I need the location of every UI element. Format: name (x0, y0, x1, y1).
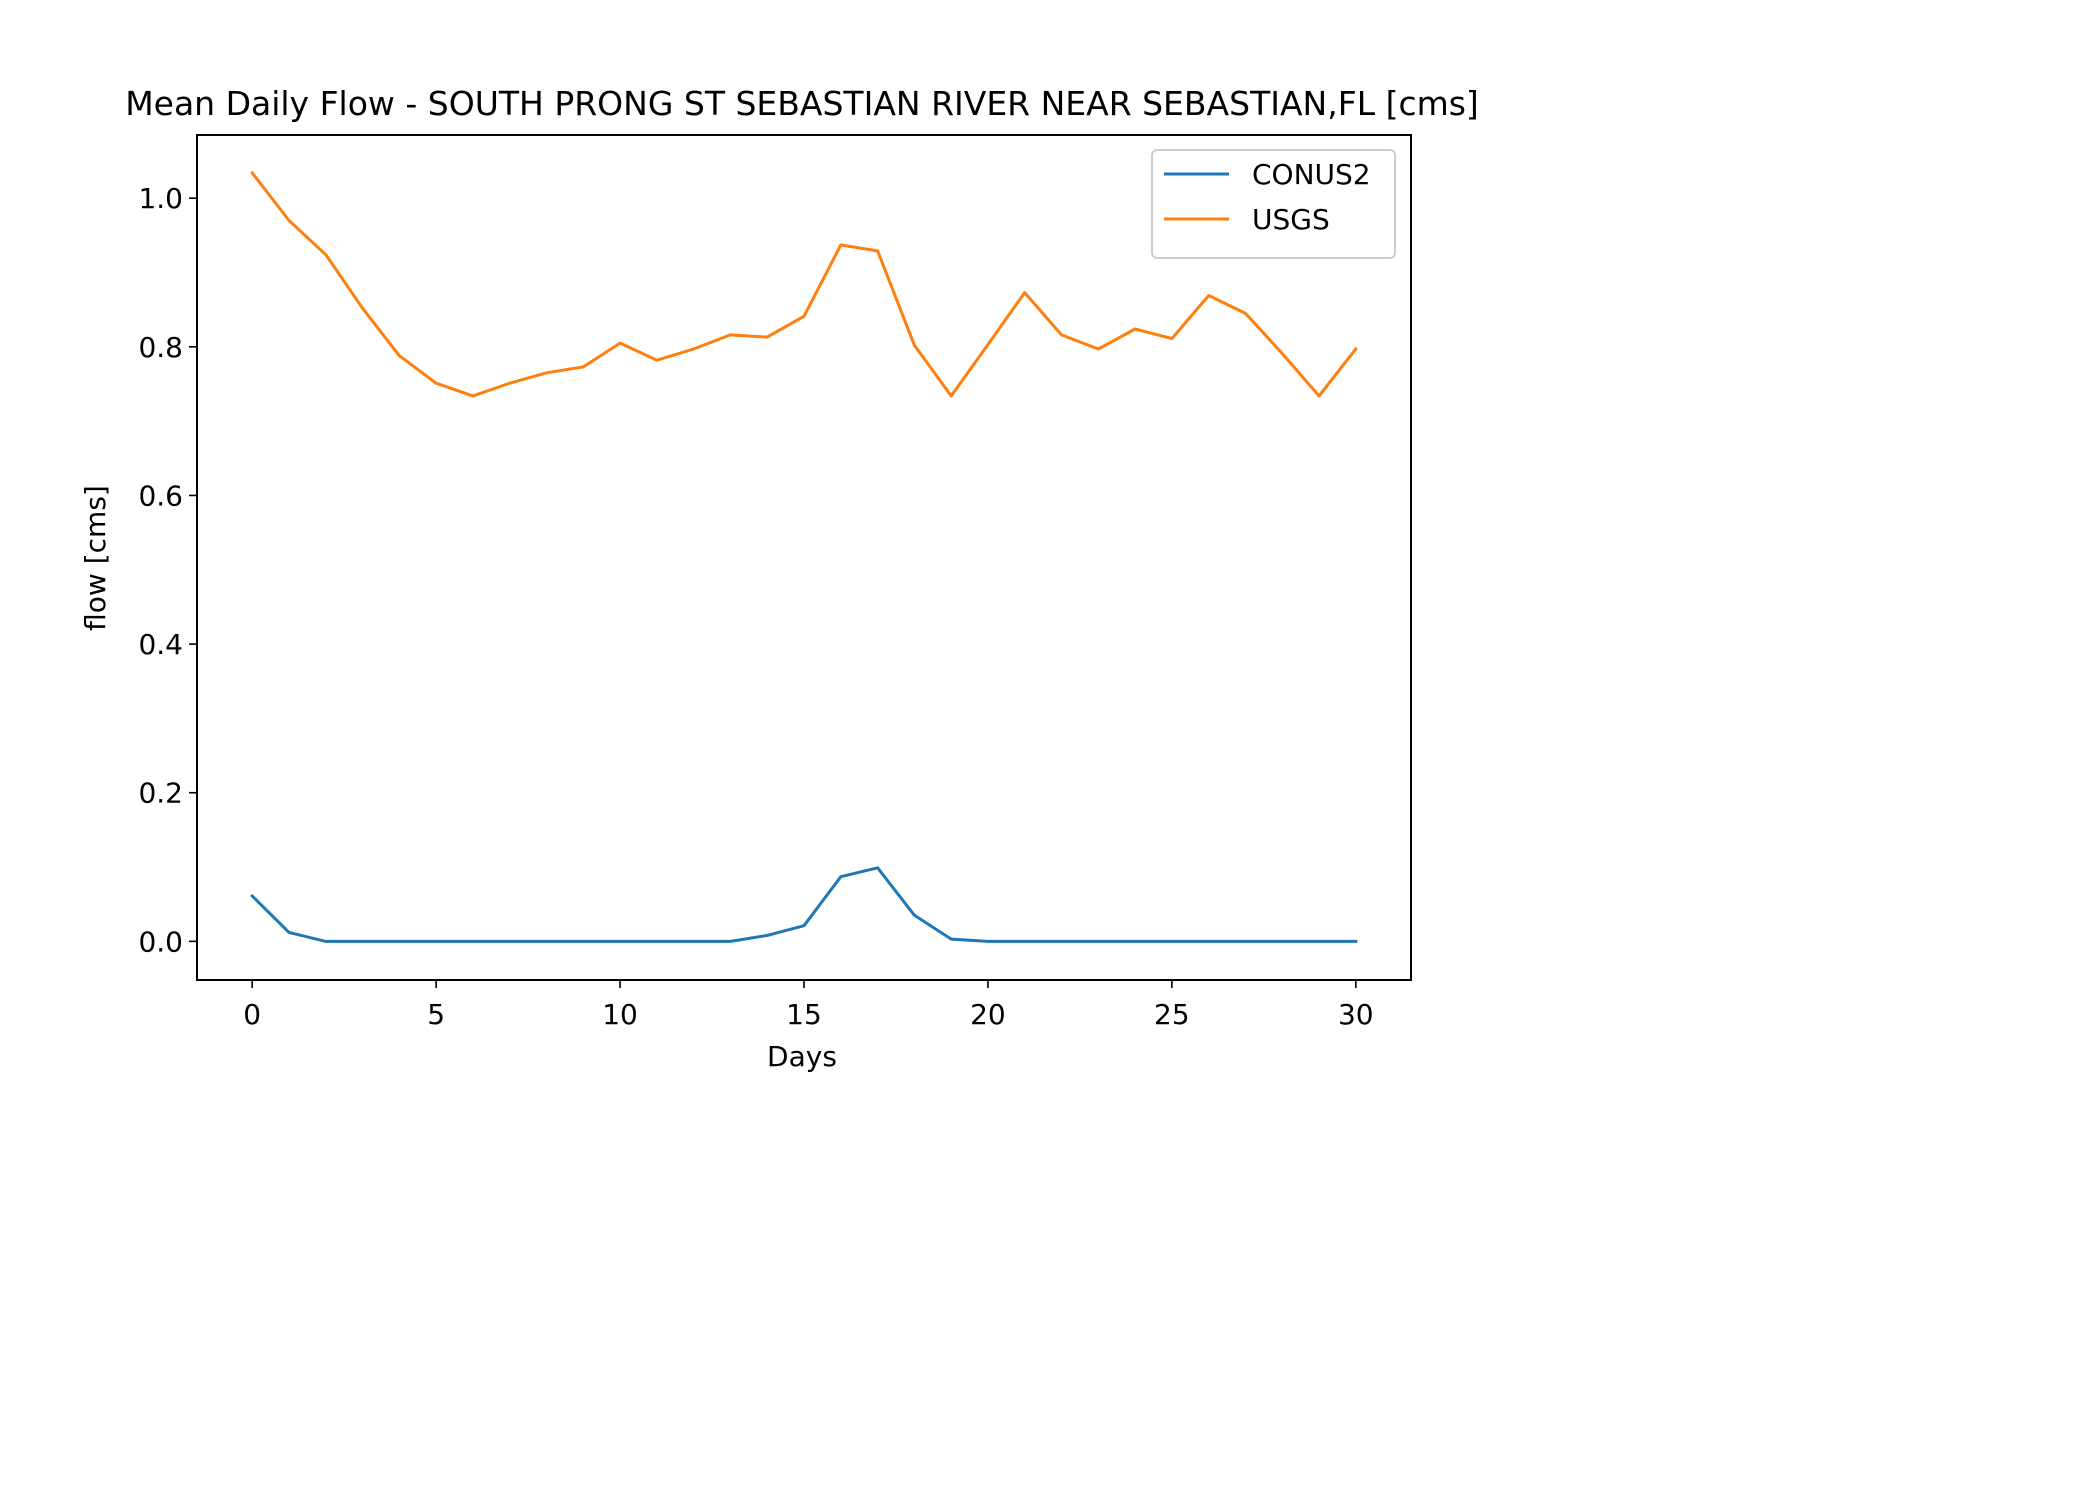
plot-area (250, 170, 1358, 943)
legend-label-usgs: USGS (1252, 203, 1330, 236)
legend: CONUS2 USGS (1151, 149, 1396, 259)
x-tick-label: 10 (602, 998, 638, 1031)
x-tick-label: 25 (1154, 998, 1190, 1031)
x-tick-label: 0 (243, 998, 261, 1031)
y-tick-label: 0.8 (138, 331, 183, 364)
y-tick-label: 0.6 (138, 479, 183, 512)
x-axis-label: Days (767, 1040, 837, 1073)
y-tick-label: 1.0 (138, 182, 183, 215)
y-tick-label: 0.2 (138, 777, 183, 810)
y-axis: 0.0 0.2 0.4 0.6 0.8 1.0 (138, 182, 197, 958)
x-axis: 0 5 10 15 20 25 30 (243, 980, 1374, 1031)
legend-label-conus2: CONUS2 (1252, 158, 1371, 191)
x-tick-label: 5 (427, 998, 445, 1031)
x-tick-label: 30 (1338, 998, 1374, 1031)
x-tick-label: 15 (786, 998, 822, 1031)
x-tick-label: 20 (970, 998, 1006, 1031)
y-axis-label: flow [cms] (79, 485, 112, 631)
series-line-conus2 (250, 866, 1358, 943)
legend-box (1151, 149, 1396, 259)
chart-svg: Mean Daily Flow - SOUTH PRONG ST SEBASTI… (79, 84, 1479, 1073)
chart: Mean Daily Flow - SOUTH PRONG ST SEBASTI… (79, 84, 1479, 1073)
y-tick-label: 0.4 (138, 628, 183, 661)
y-tick-label: 0.0 (138, 925, 183, 958)
chart-title: Mean Daily Flow - SOUTH PRONG ST SEBASTI… (125, 84, 1479, 123)
series-line-usgs (250, 170, 1358, 398)
